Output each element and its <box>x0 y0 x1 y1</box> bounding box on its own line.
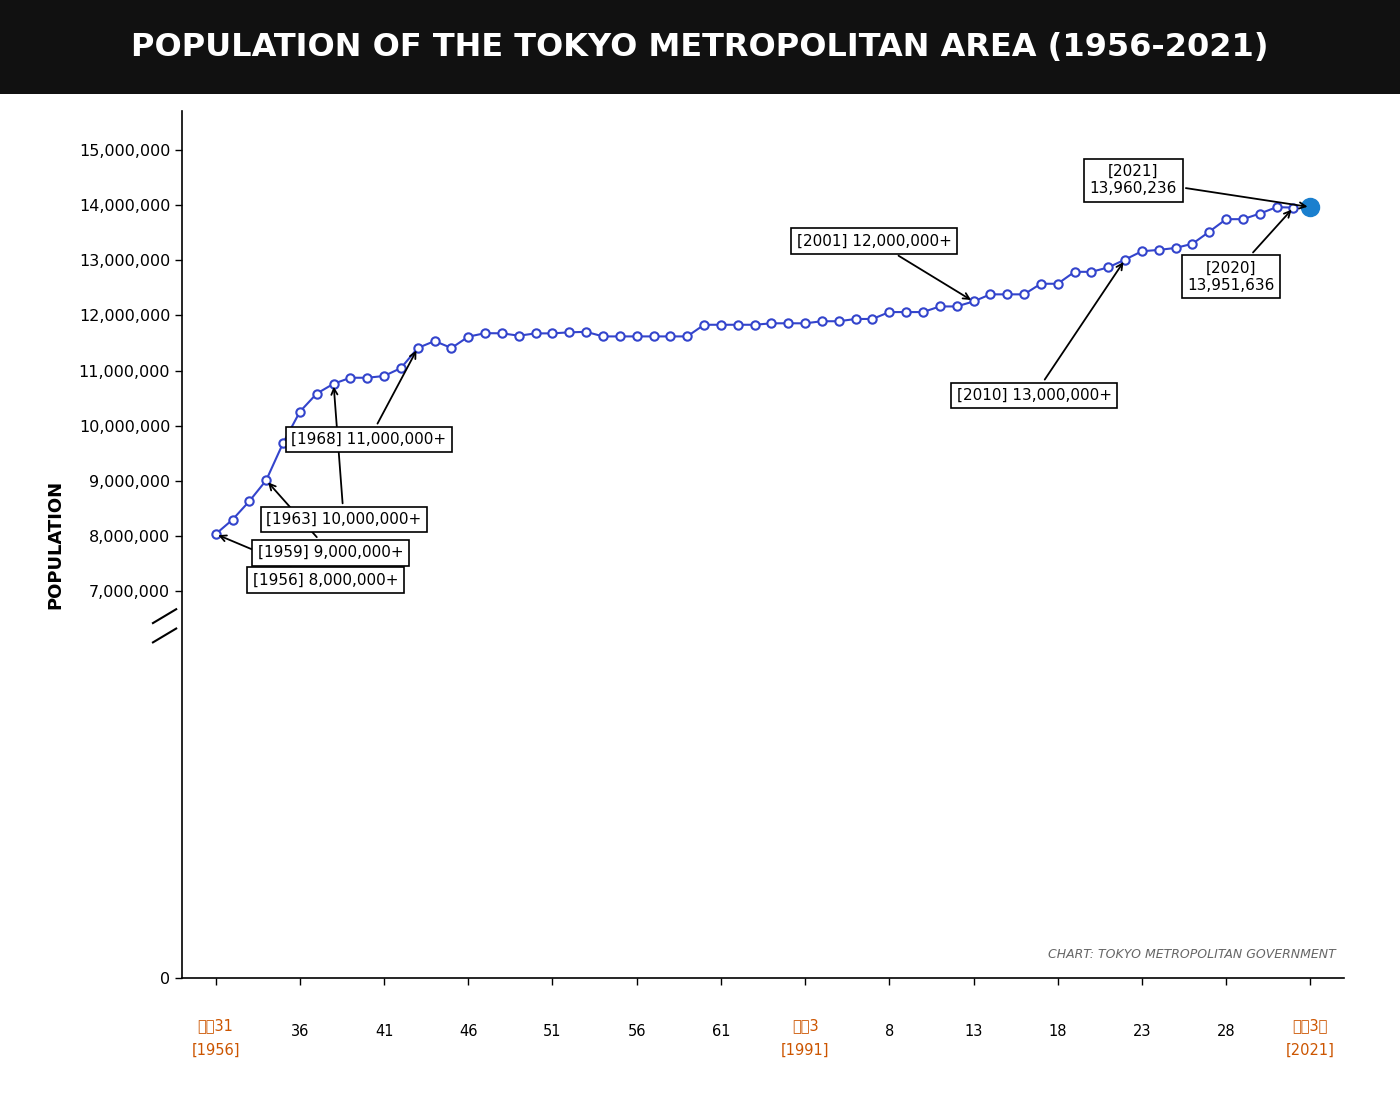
Text: [1991]: [1991] <box>781 1042 829 1058</box>
Text: 36: 36 <box>291 1023 309 1039</box>
Text: 61: 61 <box>711 1023 731 1039</box>
Text: 18: 18 <box>1049 1023 1067 1039</box>
Text: 41: 41 <box>375 1023 393 1039</box>
Text: [2001] 12,000,000+: [2001] 12,000,000+ <box>797 233 969 299</box>
Text: 令和3年: 令和3年 <box>1292 1019 1329 1033</box>
Text: 13: 13 <box>965 1023 983 1039</box>
Text: 23: 23 <box>1133 1023 1151 1039</box>
Text: [2020]
13,951,636: [2020] 13,951,636 <box>1187 211 1291 293</box>
Text: 8: 8 <box>885 1023 895 1039</box>
Text: POPULATION OF THE TOKYO METROPOLITAN AREA (1956-2021): POPULATION OF THE TOKYO METROPOLITAN ARE… <box>132 32 1268 62</box>
Text: [1968] 11,000,000+: [1968] 11,000,000+ <box>291 352 447 447</box>
Text: 平成3: 平成3 <box>792 1019 819 1033</box>
Text: [2021]
13,960,236: [2021] 13,960,236 <box>1089 164 1306 209</box>
Text: [2021]: [2021] <box>1285 1042 1334 1058</box>
Text: CHART: TOKYO METROPOLITAN GOVERNMENT: CHART: TOKYO METROPOLITAN GOVERNMENT <box>1047 948 1336 961</box>
Y-axis label: POPULATION: POPULATION <box>46 480 64 609</box>
Text: 56: 56 <box>627 1023 645 1039</box>
Text: 46: 46 <box>459 1023 477 1039</box>
Text: [1959] 9,000,000+: [1959] 9,000,000+ <box>258 483 403 560</box>
Text: [1956]: [1956] <box>192 1042 239 1058</box>
Text: 28: 28 <box>1217 1023 1235 1039</box>
Text: 昭和31: 昭和31 <box>197 1019 234 1033</box>
Text: [2010] 13,000,000+: [2010] 13,000,000+ <box>956 263 1123 403</box>
Text: [1963] 10,000,000+: [1963] 10,000,000+ <box>266 389 421 527</box>
Text: 51: 51 <box>543 1023 561 1039</box>
Text: [1956] 8,000,000+: [1956] 8,000,000+ <box>220 536 398 588</box>
